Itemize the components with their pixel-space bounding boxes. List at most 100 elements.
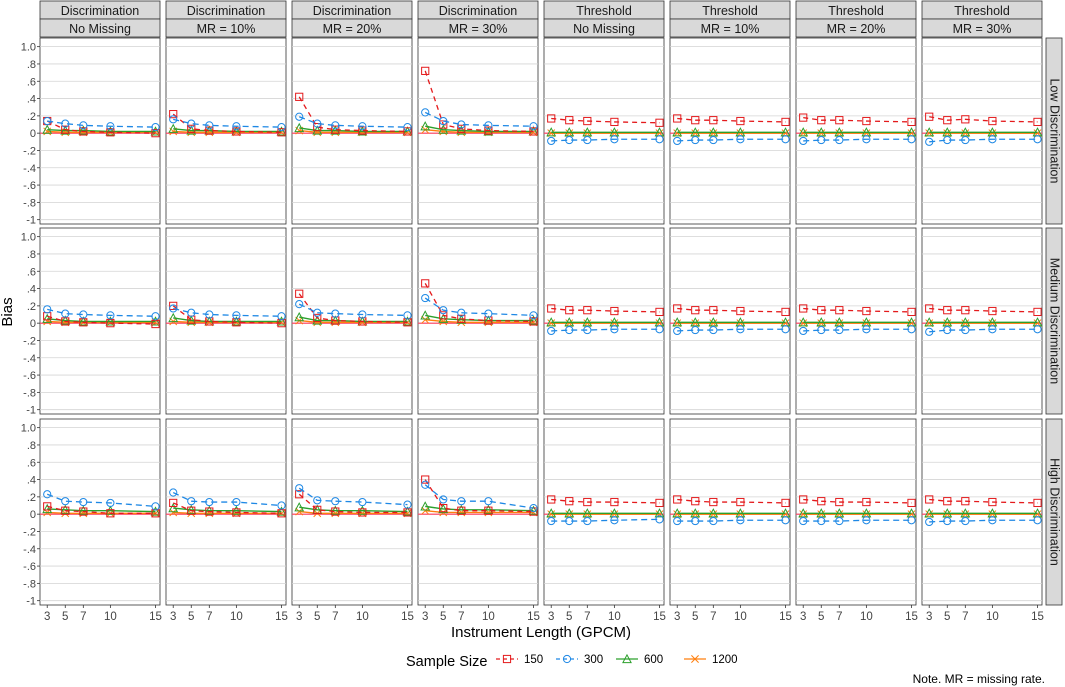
row-header: Medium Discrimination (1048, 258, 1062, 384)
data-point-300 (655, 325, 664, 334)
data-point-150 (79, 127, 88, 136)
data-point-150 (313, 313, 322, 323)
data-point-600 (942, 127, 953, 137)
data-point-300 (709, 135, 718, 145)
series-line-300 (173, 307, 282, 317)
column-strip-bottom (669, 18, 791, 38)
x-tick-label: 10 (986, 611, 999, 623)
data-point-300 (691, 325, 700, 335)
data-point-150 (691, 497, 700, 506)
series-line-300 (929, 138, 1038, 143)
panel-background (795, 227, 917, 415)
data-point-600 (564, 317, 575, 327)
data-point-150 (925, 304, 934, 313)
panel (543, 418, 665, 606)
series-line-300 (551, 328, 660, 332)
series-line-300 (46, 493, 156, 508)
data-point-150 (484, 506, 493, 515)
data-point-150 (736, 116, 745, 126)
data-point-300 (835, 325, 844, 335)
series-line-300 (677, 328, 786, 332)
data-point-300 (862, 516, 871, 525)
data-point-600 (924, 508, 935, 518)
data-point-300 (295, 300, 304, 309)
data-point-300 (691, 516, 700, 526)
data-point-600 (564, 508, 575, 518)
column-header-bottom: MR = 30% (449, 22, 508, 36)
data-point-300 (331, 121, 340, 130)
data-point-300 (331, 497, 340, 506)
data-point-150 (1033, 498, 1042, 508)
y-tick-label: .4 (27, 94, 36, 106)
x-tick-label: 7 (332, 611, 338, 623)
y-tick-label: -.2 (23, 145, 36, 157)
column-header-bottom: MR = 20% (323, 22, 382, 36)
data-point-300 (799, 516, 808, 526)
series-line-150 (47, 505, 156, 514)
y-tick-label: .6 (27, 76, 36, 88)
data-point-600 (357, 505, 368, 515)
panel (165, 37, 287, 225)
series-line-150 (47, 315, 156, 325)
legend-label-150: 150 (524, 654, 543, 666)
column-strip-bottom (165, 18, 287, 38)
data-point-150 (79, 318, 88, 327)
panel (39, 37, 161, 225)
series-line-150 (424, 70, 534, 133)
data-point-150 (565, 497, 574, 506)
data-point-300 (925, 517, 934, 527)
data-point-300 (439, 306, 448, 315)
panel-background (669, 227, 791, 415)
data-point-150 (205, 507, 214, 516)
data-point-300 (232, 497, 241, 507)
x-tick-label: 7 (206, 611, 212, 623)
legend-key-marker-600 (622, 653, 632, 664)
series-line-150 (803, 307, 912, 313)
data-point-150 (106, 319, 115, 328)
panel-background (543, 37, 665, 225)
x-tick-label: 5 (188, 611, 194, 623)
data-point-600 (276, 126, 287, 136)
data-point-150 (988, 497, 997, 507)
series-line-300 (551, 138, 660, 142)
data-point-600 (798, 127, 809, 137)
data-point-150 (565, 306, 574, 315)
data-point-600 (816, 317, 827, 327)
data-point-300 (835, 135, 844, 145)
data-point-300 (817, 325, 826, 335)
data-point-150 (610, 306, 619, 316)
y-tick-label: -.4 (23, 544, 36, 556)
data-point-150 (673, 495, 682, 504)
data-point-300 (277, 501, 286, 510)
data-point-150 (610, 497, 619, 507)
data-point-1200 (421, 506, 430, 515)
panel-background (39, 418, 161, 606)
data-point-150 (781, 498, 790, 508)
data-point-300 (565, 325, 574, 335)
data-point-600 (690, 508, 701, 518)
data-point-150 (961, 115, 970, 124)
series-line-300 (424, 297, 534, 317)
x-tick-label: 7 (962, 611, 968, 623)
data-point-150 (457, 314, 466, 323)
x-tick-label: 3 (800, 611, 806, 623)
series-line-600 (425, 505, 534, 512)
data-point-300 (232, 311, 241, 320)
row-header: Low Discrimination (1048, 79, 1062, 184)
column-header-top: Threshold (702, 4, 758, 18)
data-point-300 (583, 325, 592, 335)
column-header-top: Discrimination (187, 4, 266, 18)
data-point-300 (205, 497, 214, 507)
data-point-150 (781, 117, 790, 127)
x-tick-label: 5 (944, 611, 950, 623)
data-point-300 (484, 309, 493, 318)
data-point-600 (528, 315, 539, 325)
x-tick-label: 10 (482, 611, 495, 623)
data-point-150 (583, 116, 592, 126)
data-point-150 (547, 495, 556, 504)
series-line-150 (551, 307, 660, 313)
y-tick-label: 1.0 (21, 423, 36, 435)
series-line-300 (677, 519, 786, 522)
data-point-600 (60, 315, 71, 325)
data-point-600 (816, 127, 827, 137)
